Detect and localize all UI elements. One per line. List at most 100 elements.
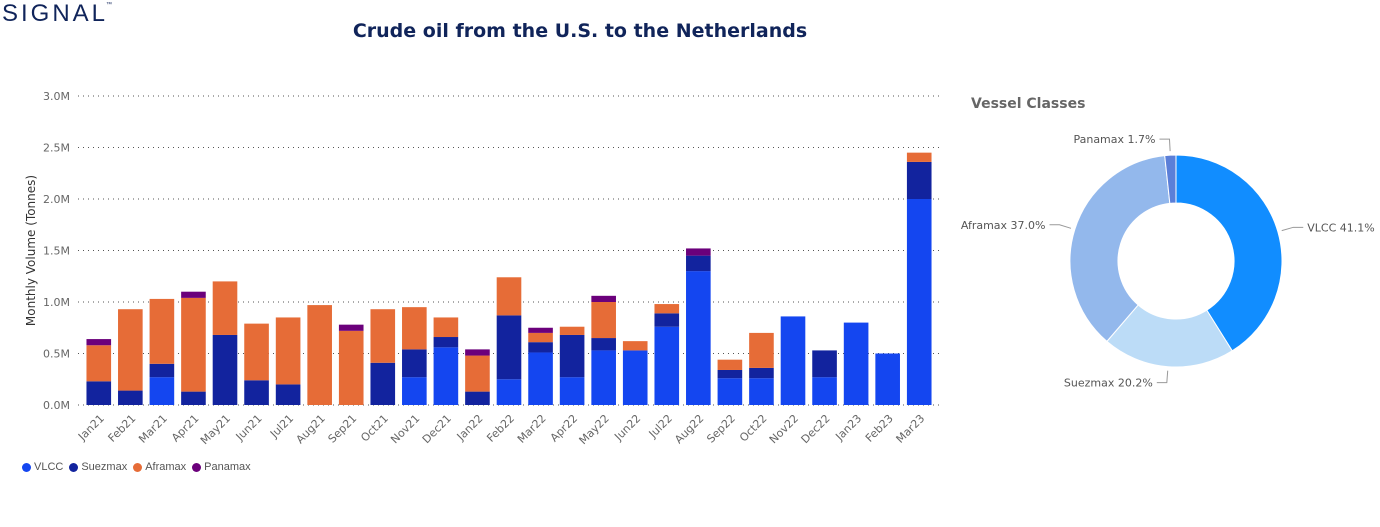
bar-segment-aframax[interactable] <box>654 304 680 314</box>
bar-segment-suezmax[interactable] <box>528 342 553 353</box>
bar-segment-suezmax[interactable] <box>717 369 743 379</box>
bar-segment-vlcc[interactable] <box>402 377 427 405</box>
bar-segment-vlcc[interactable] <box>496 379 522 405</box>
donut-title: Vessel Classes <box>971 96 1086 112</box>
donut-slice-vlcc[interactable] <box>1175 154 1283 352</box>
donut-slice-aframax[interactable] <box>1069 155 1171 343</box>
leader-line <box>1156 370 1169 384</box>
bar-segment-aframax[interactable] <box>86 345 112 382</box>
bar-segment-panamax[interactable] <box>465 349 490 356</box>
bar-segment-aframax[interactable] <box>906 152 932 162</box>
y-tick-label: 0.5M <box>43 348 70 361</box>
signal-logo: SIGNAL <box>2 0 108 28</box>
bar-segment-panamax[interactable] <box>86 339 112 346</box>
bar-segment-suezmax[interactable] <box>812 350 837 378</box>
bar-segment-aframax[interactable] <box>433 317 459 338</box>
bar-segment-aframax[interactable] <box>275 317 301 385</box>
logo-trademark: ™ <box>106 2 112 8</box>
bar-segment-aframax[interactable] <box>370 309 396 363</box>
legend-item-suezmax[interactable]: Suezmax <box>69 461 127 473</box>
y-tick-label: 2.0M <box>43 193 70 206</box>
bar-segment-suezmax[interactable] <box>686 255 711 272</box>
bar-segment-suezmax[interactable] <box>86 381 112 405</box>
bar-segment-aframax[interactable] <box>622 341 648 351</box>
bar-segment-suezmax[interactable] <box>496 315 522 380</box>
bar-segment-aframax[interactable] <box>149 298 175 364</box>
bar-segment-suezmax[interactable] <box>906 161 932 199</box>
legend-item-aframax[interactable]: Aframax <box>133 461 186 473</box>
bar-segment-vlcc[interactable] <box>875 353 900 406</box>
bar-segment-vlcc[interactable] <box>717 378 743 405</box>
bar-segment-panamax[interactable] <box>181 291 206 298</box>
bar-segment-aframax[interactable] <box>212 281 238 335</box>
bar-segment-suezmax[interactable] <box>591 338 616 351</box>
bar-segment-suezmax[interactable] <box>559 334 585 378</box>
bar-segment-vlcc[interactable] <box>559 377 585 405</box>
donut-chart: VLCC 41.1% Suezmax 20.2% Aframax 37.0% Pana… <box>961 133 1375 390</box>
bar-segment-aframax[interactable] <box>402 307 427 350</box>
legend-label: Panamax <box>204 461 251 473</box>
slice-label: Suezmax 20.2% <box>1064 377 1153 390</box>
bar-segment-aframax[interactable] <box>307 305 332 405</box>
y-tick-label: 3.0M <box>43 90 70 103</box>
bar-segment-vlcc[interactable] <box>591 350 616 405</box>
bar-segment-aframax[interactable] <box>465 355 490 392</box>
donut-slice-panamax[interactable] <box>1164 154 1177 204</box>
stacked-bar-chart: 0.0M 0.5M 1.0M 1.5M 2.0M 2.5M 3.0M Monthly Volu… <box>24 90 940 447</box>
bar-segment-aframax[interactable] <box>496 277 522 316</box>
bar-segment-aframax[interactable] <box>244 323 269 381</box>
slice-label: Panamax 1.7% <box>1073 133 1155 146</box>
bar-segment-aframax[interactable] <box>181 297 206 392</box>
bar-segment-suezmax[interactable] <box>149 363 175 378</box>
y-tick-label: 2.5M <box>43 142 70 155</box>
chart-title: Crude oil from the U.S. to the Netherlan… <box>352 20 808 42</box>
bar-segment-aframax[interactable] <box>528 332 553 343</box>
bar-segment-aframax[interactable] <box>118 309 143 391</box>
bar-segment-suezmax[interactable] <box>181 391 206 405</box>
bar-segment-vlcc[interactable] <box>843 322 869 405</box>
bar-segment-vlcc[interactable] <box>433 347 459 405</box>
bar-segment-vlcc[interactable] <box>622 350 648 405</box>
bar-segment-suezmax[interactable] <box>402 349 427 378</box>
legend-label: Suezmax <box>81 461 128 473</box>
bar-segment-panamax[interactable] <box>591 295 616 302</box>
bar-segment-suezmax[interactable] <box>118 390 143 405</box>
bar-segment-panamax[interactable] <box>338 324 364 331</box>
slice-label: VLCC 41.1% <box>1307 221 1374 234</box>
y-tick-label: 1.5M <box>43 245 70 258</box>
bar-segment-vlcc[interactable] <box>528 352 553 405</box>
legend-marker <box>192 462 202 472</box>
bar-segment-vlcc[interactable] <box>686 271 711 405</box>
bar-segment-suezmax[interactable] <box>370 362 396 405</box>
chart-legend: VLCC Suezmax Aframax Panamax <box>22 461 251 473</box>
legend-label: VLCC <box>34 461 64 473</box>
bar-segment-vlcc[interactable] <box>780 316 806 405</box>
legend-marker <box>133 462 143 472</box>
legend-item-panamax[interactable]: Panamax <box>192 461 251 473</box>
bar-segment-suezmax[interactable] <box>654 313 680 327</box>
bar-segment-panamax[interactable] <box>528 327 553 333</box>
bar-segment-suezmax[interactable] <box>465 391 490 405</box>
bar-segment-suezmax[interactable] <box>749 367 774 379</box>
bar-segment-vlcc[interactable] <box>906 199 932 405</box>
bar-segment-aframax[interactable] <box>338 330 364 405</box>
bar-segment-aframax[interactable] <box>717 359 743 370</box>
leader-line <box>1049 224 1072 229</box>
bar-segment-vlcc[interactable] <box>812 377 837 405</box>
y-tick-label: 0.0M <box>43 399 70 412</box>
bar-segment-suezmax[interactable] <box>433 337 459 348</box>
bar-segment-suezmax[interactable] <box>212 334 238 405</box>
bar-segment-aframax[interactable] <box>591 302 616 339</box>
bar-segment-suezmax[interactable] <box>244 380 269 405</box>
bar-segment-panamax[interactable] <box>686 248 711 256</box>
legend-item-vlcc[interactable]: VLCC <box>22 461 63 473</box>
bar-segment-suezmax[interactable] <box>275 384 301 405</box>
leader-line <box>1159 138 1171 152</box>
bar-segment-vlcc[interactable] <box>749 378 774 405</box>
bar-segment-vlcc[interactable] <box>654 326 680 405</box>
bar-segment-aframax[interactable] <box>559 326 585 335</box>
slice-label: Aframax 37.0% <box>961 219 1046 232</box>
bar-segment-vlcc[interactable] <box>149 377 175 405</box>
y-axis-label: Monthly Volume (Tonnes) <box>24 175 38 326</box>
bar-segment-aframax[interactable] <box>749 332 774 368</box>
